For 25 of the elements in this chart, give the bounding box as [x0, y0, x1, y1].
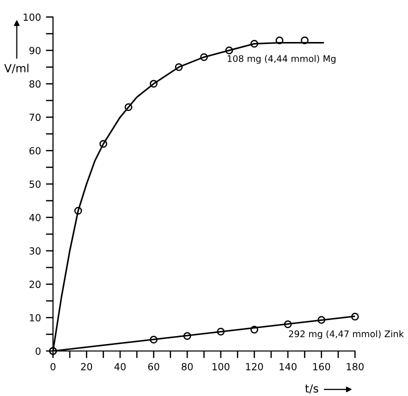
annotation: 108 mg (4,44 mmol) Mg — [228, 55, 336, 64]
y-tick-label: 90 — [29, 46, 41, 54]
y-tick-label: 100 — [24, 13, 41, 21]
x-tick-label: 160 — [313, 362, 330, 370]
y-tick-label: 80 — [29, 80, 41, 88]
x-tick-label: 80 — [182, 362, 193, 370]
x-tick-label: 0 — [50, 362, 56, 370]
x-tick-label: 140 — [280, 362, 297, 370]
y-axis-title: V/ml — [4, 64, 28, 74]
x-tick-label: 120 — [246, 362, 263, 370]
x-tick-label: 180 — [346, 362, 364, 370]
x-tick-label: 40 — [114, 362, 126, 370]
annotation: 292 mg (4,47 mmol) Zink — [288, 330, 404, 339]
y-tick-label: 50 — [30, 180, 41, 188]
y-tick-label: 60 — [30, 147, 41, 154]
y-tick-label: 20 — [30, 280, 41, 288]
y-tick-label: 30 — [30, 247, 41, 255]
x-axis-title: t/s — [305, 384, 318, 394]
y-tick-label: 10 — [30, 314, 41, 322]
y-tick-label: 40 — [29, 214, 41, 222]
y-tick-label: 70 — [30, 114, 41, 122]
x-tick-label: 100 — [212, 362, 230, 370]
x-tick-label: 60 — [148, 362, 160, 370]
y-tick-label: 0 — [36, 347, 41, 355]
x-tick-label: 20 — [81, 362, 92, 370]
